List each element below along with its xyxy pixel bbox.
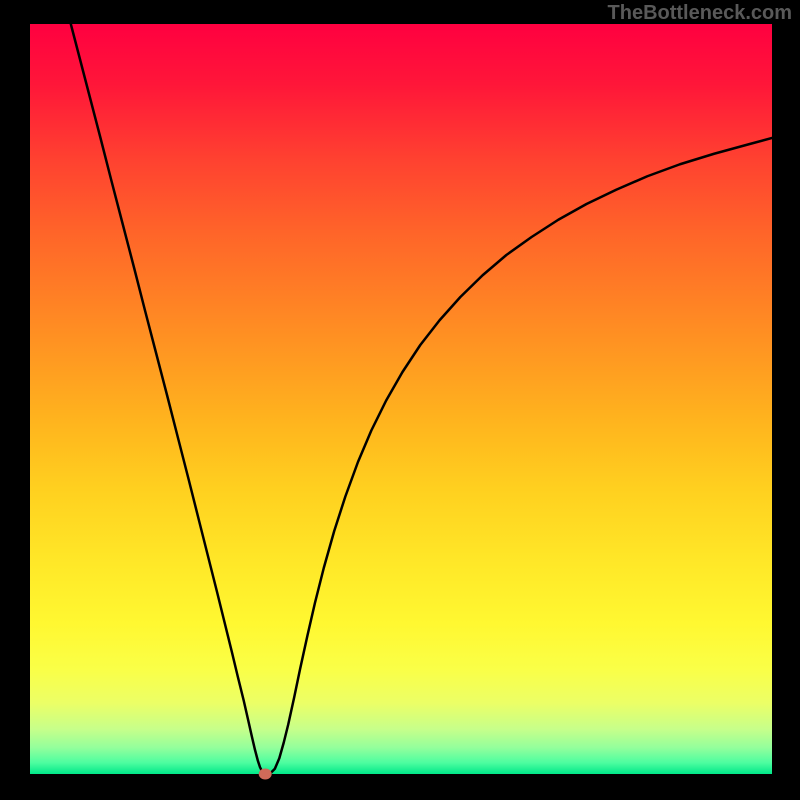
- watermark-text: TheBottleneck.com: [608, 2, 792, 25]
- plot-background: [30, 24, 772, 774]
- min-marker: [259, 769, 272, 780]
- chart-container: TheBottleneck.com: [0, 0, 800, 800]
- bottleneck-chart: [0, 0, 800, 800]
